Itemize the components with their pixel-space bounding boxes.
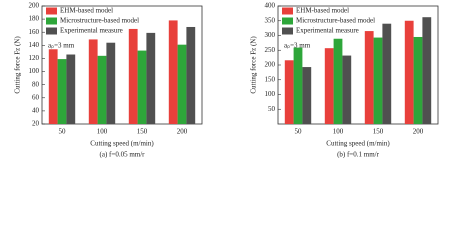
x-tick-label: 50 [295,128,303,136]
x-tick-label: 50 [59,128,67,136]
x-tick-label: 200 [413,128,424,136]
x-tick-label: 100 [97,128,108,136]
x-tick-label: 200 [177,128,188,136]
x-axis-label: Cutting speed (m/min) [90,140,154,148]
legend-swatch [46,27,57,35]
legend-swatch [46,7,57,15]
bar [97,55,107,125]
y-tick-label: 350 [265,16,276,24]
bar [324,48,334,125]
y-tick-label: 150 [265,75,276,83]
bar [186,26,196,125]
bar [333,38,343,125]
y-tick-label: 400 [265,2,276,10]
y-tick-label: 200 [265,61,276,69]
legend-label: Experimental measure [60,27,123,35]
bar [373,37,383,124]
legend-swatch [46,17,57,25]
chart: 50 100 150 200 250 300 350 400 Cutting force Fz … [250,2,439,159]
bar [404,20,414,124]
chart: 20 40 60 80 100 120 140 160 180 200 Cutting force … [14,2,203,159]
bar [137,50,147,125]
y-tick-label: 40 [32,106,40,114]
bar [293,47,303,124]
bar [382,23,392,125]
bar [48,49,58,125]
x-tick-label: 100 [333,128,344,136]
y-tick-label: 140 [29,41,40,49]
bar [177,44,187,124]
y-tick-label: 200 [29,2,40,10]
caption: (a) f=0.05 mm/r [100,151,146,159]
bar [364,31,374,125]
bar [284,60,294,124]
annotation: aₚ=3 mm [48,42,75,50]
bar [106,42,116,124]
bar [88,39,98,124]
bar [66,54,76,125]
bar [146,32,156,124]
y-tick-label: 20 [32,120,40,128]
y-tick-label: 160 [29,28,40,36]
y-axis-label: Cutting force Fz (N) [250,36,258,94]
y-tick-label: 60 [32,93,40,101]
legend-label: EHM-based model [60,7,113,15]
bar [168,20,178,124]
legend-label: Experimental measure [296,27,359,35]
annotation: aₚ=3 mm [284,42,311,50]
x-axis-label: Cutting speed (m/min) [326,140,390,148]
y-tick-label: 120 [29,54,40,62]
y-tick-label: 180 [29,15,40,23]
y-tick-label: 100 [265,90,276,98]
bar [422,17,432,124]
caption: (b) f=0.1 mm/r [337,151,380,159]
y-tick-label: 250 [265,46,276,54]
y-axis-label: Cutting force Fz (N) [14,36,22,94]
x-tick-label: 150 [373,128,384,136]
bar [342,55,352,125]
plot-frame [41,5,203,125]
bar [302,67,312,124]
y-tick-label: 50 [268,105,276,113]
y-tick-label: 80 [32,80,40,88]
y-tick-label: 300 [265,31,276,39]
bar [57,59,67,124]
bar [128,28,138,125]
y-tick-label: 100 [29,67,40,75]
legend-label: Microstructure-based model [60,17,139,25]
legend-swatch [282,17,293,25]
figure: 20 40 60 80 100 120 140 160 180 200 Cutting force … [14,2,439,159]
x-tick-label: 150 [137,128,148,136]
legend-swatch [282,7,293,15]
legend-label: EHM-based model [296,7,349,15]
bar [413,36,423,124]
legend-swatch [282,27,293,35]
legend-label: Microstructure-based model [296,17,375,25]
